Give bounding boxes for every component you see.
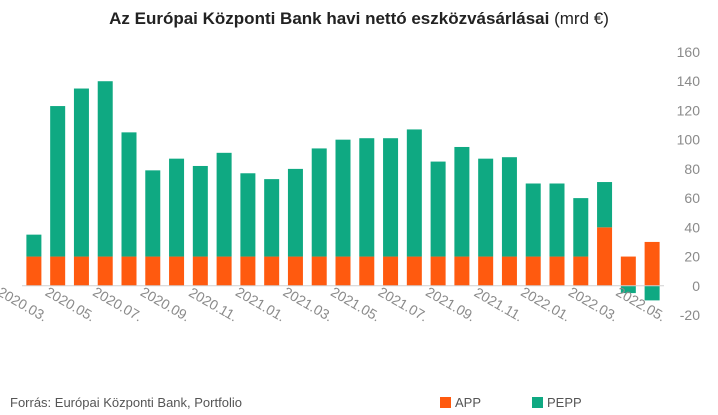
- bar-pepp-2020.11.: [216, 152, 232, 257]
- legend-label-app: APP: [455, 395, 482, 410]
- bar-pepp-2021.07.: [406, 129, 422, 257]
- bar-pepp-2020.09.: [169, 158, 185, 257]
- x-tick-label: 2021.09.: [423, 283, 478, 324]
- bar-pepp-2022.01.: [549, 183, 565, 257]
- bar-app-2020.09.: [169, 256, 185, 286]
- bar-app-2021.09.: [454, 256, 470, 286]
- bar-pepp-2020.12.: [240, 173, 256, 257]
- bar-app-2022.01.: [549, 256, 565, 286]
- y-tick-label: 80: [684, 161, 700, 177]
- x-tick-label: 2021.11.: [472, 284, 526, 325]
- bar-pepp-2021.06.: [383, 138, 399, 257]
- bar-app-2021.11.: [501, 256, 517, 286]
- x-tick-label: 2021.07.: [376, 283, 431, 324]
- y-tick-label: 20: [684, 249, 700, 265]
- bar-app-2020.06.: [97, 256, 113, 286]
- chart-title-main: Az Európai Központi Bank havi nettó eszk…: [109, 9, 550, 28]
- y-tick-label: 40: [684, 219, 700, 235]
- bar-app-2020.05.: [73, 256, 89, 286]
- chart-title-unit: (mrd €): [554, 9, 609, 28]
- legend-label-pepp: PEPP: [547, 395, 582, 410]
- bar-app-2021.10.: [478, 256, 494, 286]
- bar-app-2021.07.: [406, 256, 422, 286]
- bar-pepp-2022.02.: [573, 198, 589, 257]
- bar-app-2021.08.: [430, 256, 446, 286]
- bar-pepp-2022.05.: [644, 285, 660, 301]
- bar-app-2021.12.: [525, 256, 541, 286]
- bar-pepp-2020.06.: [97, 81, 113, 257]
- bar-app-2020.10.: [192, 256, 208, 286]
- bar-app-2021.01.: [264, 256, 280, 286]
- bar-app-2022.05.: [644, 241, 660, 286]
- y-tick-label: 140: [677, 73, 701, 89]
- bar-pepp-2021.05.: [359, 138, 375, 257]
- legend-item-pepp: PEPP: [532, 395, 582, 411]
- y-tick-label: 60: [684, 190, 700, 206]
- bar-app-2020.12.: [240, 256, 256, 286]
- x-tick-label: 2022.05.: [613, 283, 668, 324]
- bar-pepp-2020.05.: [73, 88, 89, 257]
- x-tick-label: 2021.05.: [328, 283, 383, 324]
- bar-app-2021.05.: [359, 256, 375, 286]
- bar-app-2020.11.: [216, 256, 232, 286]
- bar-app-2021.02.: [287, 256, 303, 286]
- bar-app-2020.03.: [26, 256, 42, 286]
- x-tick-label: 2021.01.: [233, 283, 288, 324]
- x-tick-label: 2020.05.: [43, 283, 98, 324]
- bar-pepp-2021.08.: [430, 161, 446, 257]
- bar-app-2021.03.: [311, 256, 327, 286]
- bar-pepp-2022.03.: [597, 182, 613, 228]
- bar-pepp-2020.03.: [26, 234, 42, 257]
- bar-app-2022.02.: [573, 256, 589, 286]
- y-tick-label: 100: [677, 132, 701, 148]
- x-tick-label: 2020.09.: [138, 283, 193, 324]
- x-tick-label: 2020.07.: [90, 283, 145, 324]
- bar-pepp-2020.08.: [145, 170, 161, 257]
- bar-app-2022.03.: [597, 227, 613, 286]
- legend-swatch-app: [440, 397, 451, 408]
- bar-pepp-2021.02.: [287, 168, 303, 257]
- bar-pepp-2020.07.: [121, 132, 137, 257]
- x-tick-label: 2021.03.: [281, 283, 336, 324]
- bar-app-2022.04.: [620, 256, 636, 286]
- x-tick-label: 2020.11.: [186, 284, 240, 325]
- bar-pepp-2021.12.: [525, 183, 541, 257]
- bar-app-2020.07.: [121, 256, 137, 286]
- legend-swatch-pepp: [532, 397, 543, 408]
- bar-pepp-2021.03.: [311, 148, 327, 257]
- bar-pepp-2020.10.: [192, 165, 208, 257]
- bar-app-2021.06.: [383, 256, 399, 286]
- legend-item-app: APP: [440, 395, 481, 411]
- bar-pepp-2021.01.: [264, 179, 280, 257]
- bar-app-2021.04.: [335, 256, 351, 286]
- bar-app-2020.04.: [50, 256, 66, 286]
- bar-pepp-2021.04.: [335, 139, 351, 257]
- y-tick-label: 0: [692, 278, 700, 294]
- x-tick-label: 2022.01.: [518, 283, 573, 324]
- bar-pepp-2022.04.: [620, 285, 636, 294]
- y-tick-label: -20: [680, 307, 700, 323]
- bar-pepp-2021.11.: [501, 157, 517, 257]
- bar-chart: -20 0 20 40 60 80 100 120 140 160 2020.03.2020.05…: [0, 44, 701, 325]
- y-tick-label: 160: [677, 44, 701, 60]
- x-tick-label: 2022.03.: [566, 283, 621, 324]
- y-tick-label: 120: [677, 102, 701, 118]
- bar-app-2020.08.: [145, 256, 161, 286]
- bar-pepp-2021.10.: [478, 158, 494, 257]
- chart-title: Az Európai Központi Bank havi nettó eszk…: [0, 8, 718, 30]
- x-axis-ticks: 2020.03.2020.05.2020.07.2020.09.2020.11.…: [0, 283, 669, 324]
- bar-pepp-2020.04.: [50, 106, 66, 257]
- source-note: Forrás: Európai Központi Bank, Portfolio: [10, 395, 242, 410]
- bar-pepp-2021.09.: [454, 146, 470, 257]
- bar-group: [26, 81, 660, 301]
- y-axis-ticks: -20 0 20 40 60 80 100 120 140 160: [677, 44, 701, 323]
- x-tick-label: 2020.03.: [0, 283, 50, 324]
